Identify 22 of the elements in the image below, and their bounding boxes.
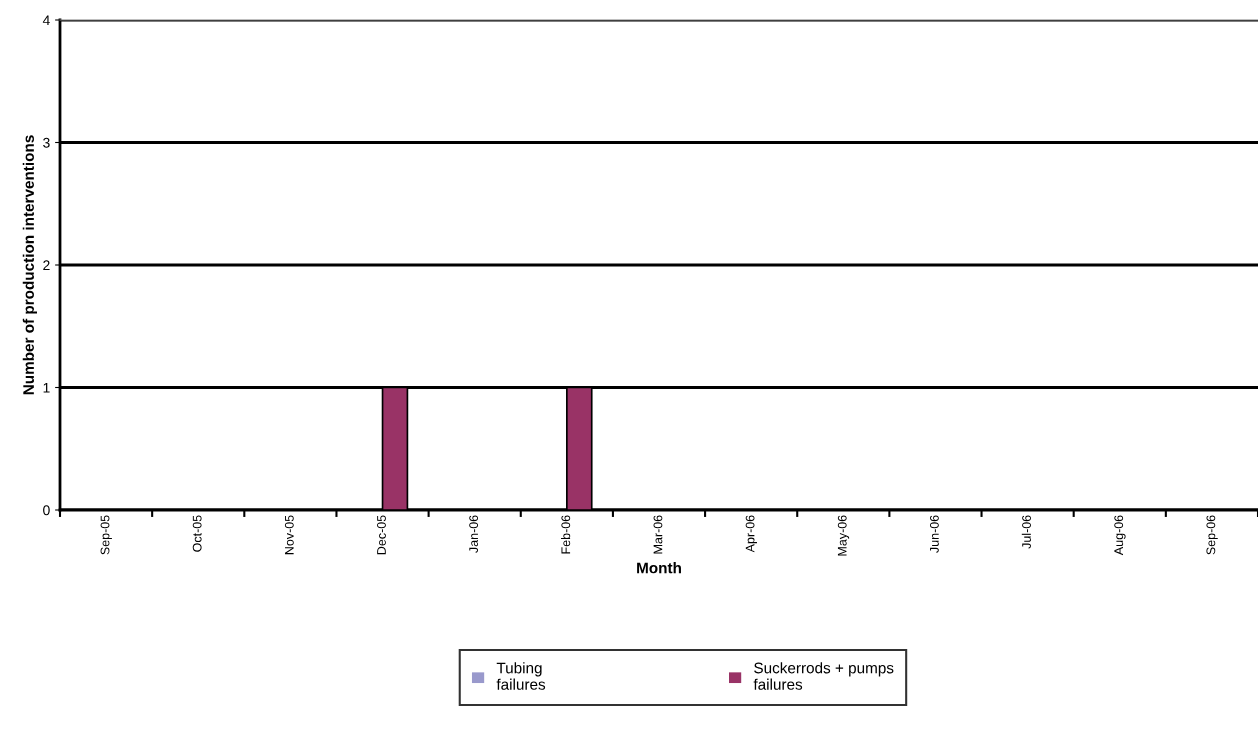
y-axis-title: Number of production interventions: [22, 135, 37, 395]
x-tick-label: May-06: [837, 515, 850, 556]
x-tick-label: Oct-05: [192, 515, 202, 552]
legend-label: Suckerrods + pumps failures: [753, 662, 894, 690]
x-tick-label: Feb-06: [561, 515, 571, 554]
x-tick-label: Jun-06: [929, 515, 939, 553]
x-tick-label: Sep-05: [100, 515, 112, 555]
x-tick-label: Apr-06: [745, 515, 757, 553]
x-tick-label: Sep-06: [1206, 515, 1218, 555]
y-tick-label: 2: [43, 260, 50, 271]
x-tick-label: Mar-06: [653, 515, 663, 554]
y-tick-label: 4: [42, 15, 50, 26]
y-tick-label: 1: [43, 382, 50, 393]
y-tick-label: 0: [43, 505, 50, 516]
x-tick-label: Jan-06: [469, 515, 479, 553]
x-tick-label: Nov-05: [284, 515, 294, 555]
x-tick-label: Jul-06: [1021, 515, 1031, 549]
x-tick-label: Dec-05: [377, 515, 386, 555]
x-axis-title: Month: [637, 562, 681, 574]
y-tick-label: 3: [43, 137, 50, 148]
x-tick-label: Aug-06: [1114, 515, 1126, 556]
legend-label: Tubing failures: [496, 662, 546, 690]
